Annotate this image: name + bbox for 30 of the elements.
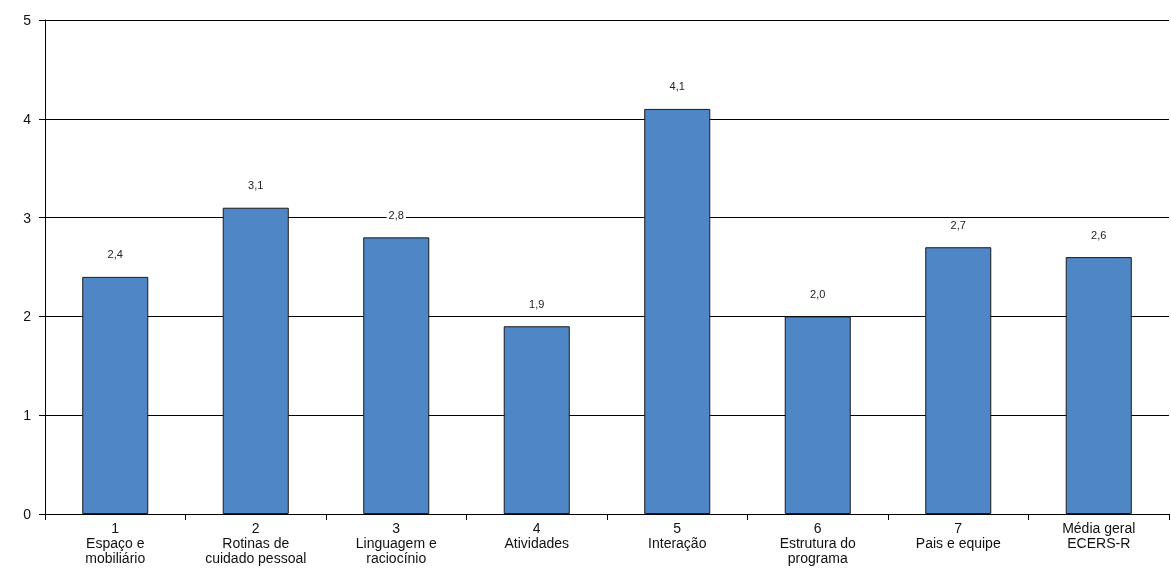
data-label: 2,4 [107,248,123,261]
x-tick-label: 1 Espaço e mobiliário [85,519,146,566]
data-label: 2,6 [1091,228,1107,241]
data-label: 3,1 [248,179,264,192]
data-label: 2,7 [950,218,966,231]
y-tick-label: 2 [23,308,32,325]
bar [1065,257,1132,514]
bar [644,108,711,514]
data-label: 2,8 [388,208,404,221]
y-tick-label: 1 [23,407,32,424]
bar [82,276,149,514]
x-tick-label: 5 Interação [648,519,707,551]
data-label: 4,1 [669,80,685,93]
bar [784,316,851,514]
y-tick-label: 0 [23,506,32,522]
bar [503,326,570,514]
data-label: 2,0 [810,287,826,300]
data-label: 1,9 [529,297,545,310]
bar [222,207,289,514]
y-tick-label: 5 [23,12,32,28]
y-tick-label: 4 [23,110,32,127]
x-tick-label: Média geral ECERS-R [1062,519,1136,551]
y-tick-label: 3 [23,209,32,226]
bar [363,237,430,514]
x-tick-label: 3 Linguagem e raciocínio [355,519,437,566]
bar [925,247,992,514]
x-tick-label: 7 Pais e equipe [915,519,1001,551]
x-tick-label: 2 Rotinas de cuidado pessoal [205,519,307,566]
x-tick-label: 6 Estrutura do programa [779,519,857,566]
x-tick-label: 4 Atividades [504,519,570,551]
